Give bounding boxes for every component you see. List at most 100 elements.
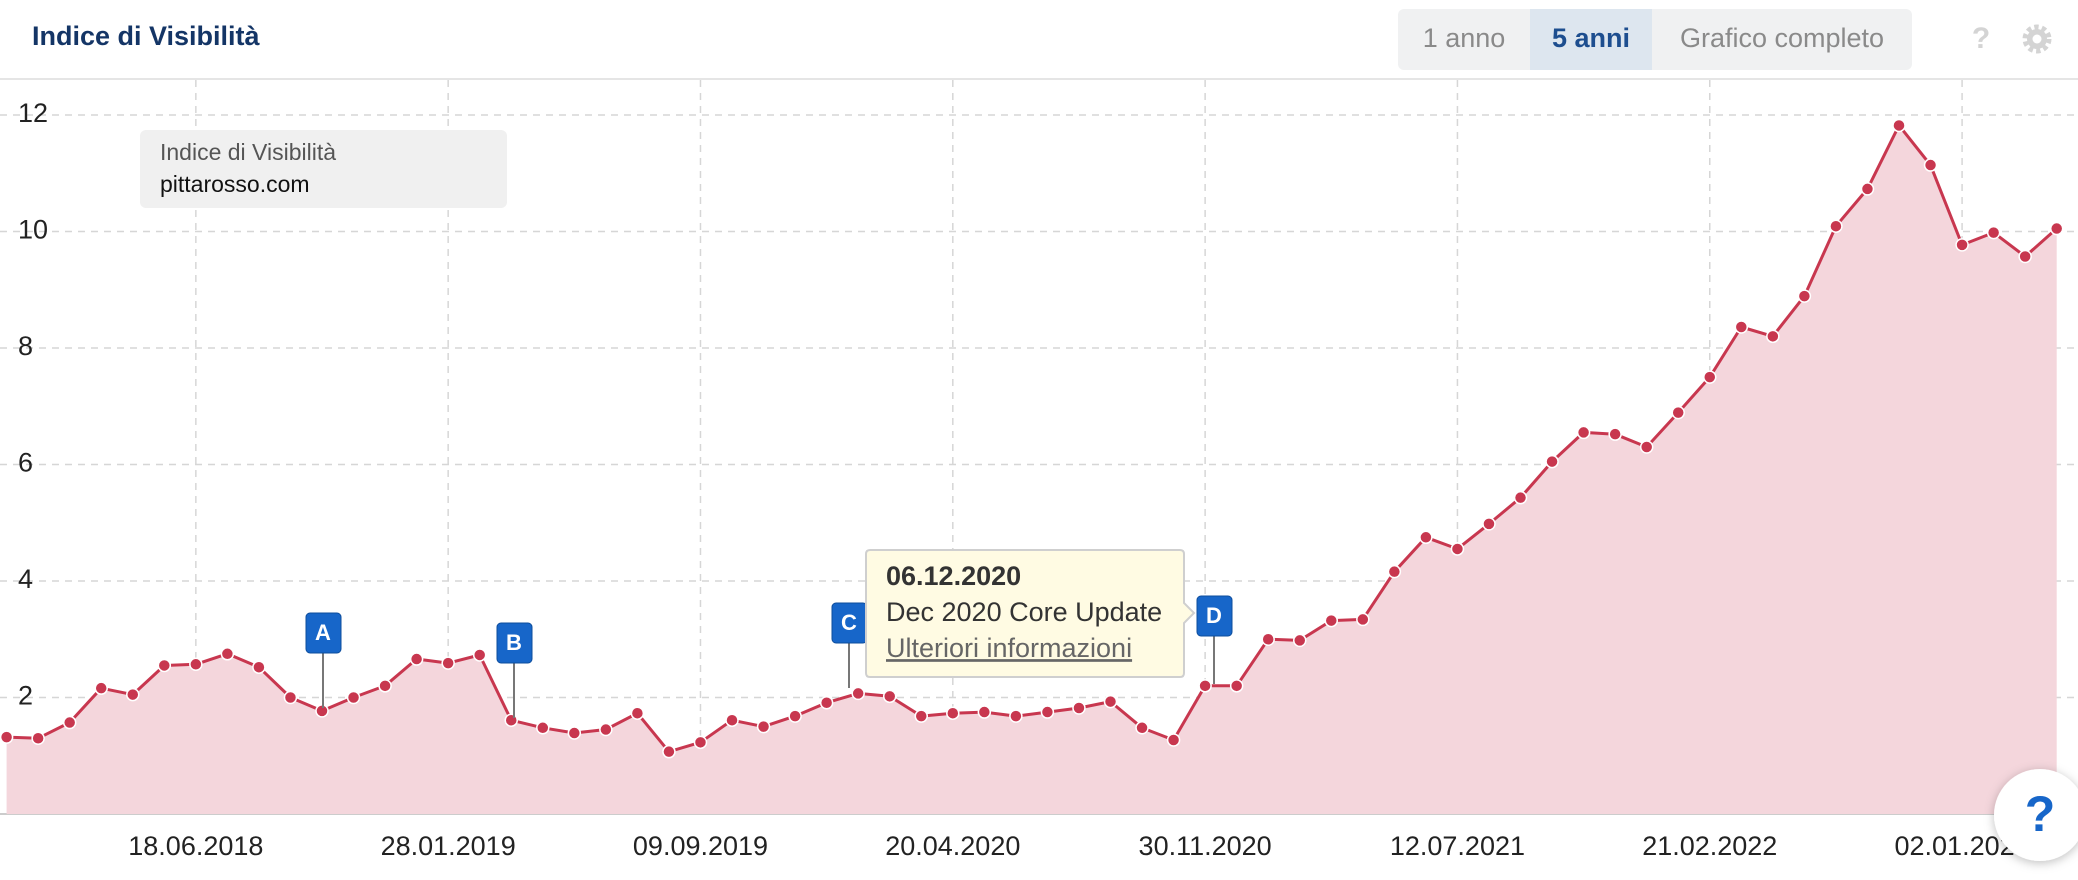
tooltip-date: 06.12.2020	[886, 561, 1021, 591]
event-marker[interactable]: D	[1196, 595, 1233, 684]
event-label: B	[506, 630, 522, 655]
data-point	[1103, 694, 1118, 709]
data-point	[1671, 405, 1685, 420]
event-marker[interactable]: B	[496, 622, 533, 718]
data-point	[1703, 370, 1717, 384]
tooltip-link[interactable]: Ulteriori informazioni	[886, 633, 1132, 663]
legend-entry: pittarosso.com	[160, 171, 310, 197]
data-point	[441, 656, 455, 670]
data-point	[851, 686, 865, 701]
data-point	[882, 689, 897, 704]
data-point	[1608, 427, 1622, 441]
data-point	[472, 648, 487, 662]
legend-box	[140, 130, 507, 208]
data-point	[283, 690, 298, 705]
tooltip-text: Dec 2020 Core Update	[886, 597, 1162, 627]
x-tick-label: 21.02.2022	[1642, 831, 1777, 861]
data-point	[1229, 679, 1244, 693]
x-tick-label: 18.06.2018	[128, 831, 263, 861]
x-tick-label: 20.04.2020	[885, 831, 1020, 861]
event-marker[interactable]: C	[831, 602, 868, 688]
data-point	[1923, 158, 1938, 172]
x-tick-label: 30.11.2020	[1139, 831, 1272, 861]
svg-text:?: ?	[2025, 786, 2056, 842]
data-point	[756, 719, 771, 734]
data-point	[62, 715, 77, 730]
data-point	[819, 695, 834, 710]
data-point	[1356, 612, 1370, 627]
data-point	[252, 660, 266, 674]
header-title: Indice di Visibilità	[32, 21, 261, 51]
data-point	[1387, 564, 1402, 579]
data-point	[1639, 440, 1654, 454]
range-switch	[1398, 9, 1912, 70]
data-point	[599, 722, 613, 737]
data-point	[0, 730, 14, 744]
data-point	[1545, 454, 1559, 469]
tooltip: 06.12.2020 Dec 2020 Core Update Ulterior…	[865, 549, 1196, 678]
axis-labels: 2 4 6 8 10 12 18.06.2018 28.01.2019 09.09.2019 20…	[18, 98, 2030, 861]
data-point	[2049, 221, 2064, 236]
y-tick-label: 2	[18, 681, 33, 711]
data-point	[1450, 542, 1465, 556]
y-tick-label: 4	[18, 564, 33, 594]
data-point	[1860, 182, 1875, 196]
svg-text:?: ?	[1972, 22, 1990, 55]
data-point	[536, 721, 550, 735]
x-tick-label: 09.09.2019	[633, 831, 768, 861]
data-point	[725, 713, 739, 727]
data-point	[1576, 425, 1591, 440]
data-point	[1482, 517, 1496, 531]
data-point	[409, 652, 424, 666]
range-button-active[interactable]: 5 anni	[1552, 23, 1630, 53]
data-point	[1135, 721, 1149, 735]
data-point	[126, 687, 140, 702]
data-point	[946, 706, 960, 720]
data-point	[157, 658, 172, 673]
data-point	[1513, 490, 1528, 505]
data-point	[189, 657, 203, 672]
y-tick-label: 12	[18, 98, 48, 128]
y-tick-label: 10	[18, 215, 48, 245]
data-point	[1324, 613, 1339, 628]
data-point	[630, 706, 645, 720]
event-label: D	[1206, 603, 1222, 628]
y-tick-label: 6	[18, 448, 33, 478]
help-button[interactable]: ?	[1994, 769, 2078, 861]
event-marker[interactable]: A	[305, 612, 342, 708]
data-point	[1072, 701, 1086, 715]
data-point	[1766, 329, 1780, 344]
data-point	[1198, 679, 1212, 693]
data-point	[1166, 733, 1181, 747]
area	[6, 125, 2057, 814]
y-tick-label: 8	[18, 331, 33, 361]
data-point	[1261, 632, 1275, 646]
event-label: A	[315, 620, 331, 645]
data-point	[693, 735, 708, 750]
data-point	[220, 647, 235, 661]
data-point	[914, 709, 929, 723]
data-point	[1734, 320, 1749, 334]
range-button[interactable]: Grafico completo	[1680, 23, 1884, 53]
data-point	[788, 709, 802, 723]
help-icon[interactable]: ?	[1972, 22, 1990, 55]
x-tick-label: 12.07.2021	[1390, 831, 1525, 861]
data-point	[1797, 289, 1812, 303]
data-point	[378, 679, 392, 693]
data-point	[977, 705, 992, 719]
series-area	[0, 118, 2064, 814]
data-point	[1040, 705, 1055, 719]
x-tick-label: 28.01.2019	[381, 831, 516, 861]
range-active-bg	[1530, 9, 1652, 70]
data-point	[2018, 249, 2032, 264]
data-point	[346, 690, 361, 705]
data-point	[567, 726, 582, 740]
data-point	[1892, 118, 1906, 133]
range-button[interactable]: 1 anno	[1423, 23, 1506, 53]
plot-area: 2 4 6 8 10 12 18.06.2018 28.01.2019 09.09.2019 20…	[0, 80, 2078, 861]
data-point	[94, 681, 108, 695]
settings-icon[interactable]	[2022, 24, 2052, 54]
event-label: C	[841, 610, 857, 635]
